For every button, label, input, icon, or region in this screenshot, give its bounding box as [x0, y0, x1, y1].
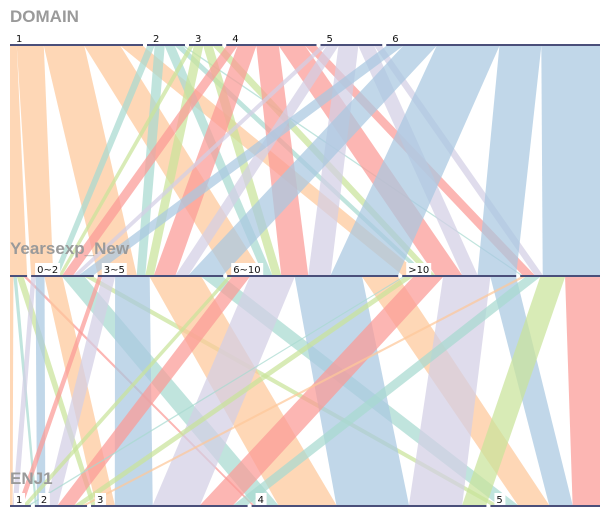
domain-category-label: 3 [195, 34, 201, 45]
domain-label-background [390, 32, 402, 44]
domain-category-label: 4 [232, 34, 238, 45]
axis-title-enj1: ENJ1 [10, 469, 53, 488]
enj1-category-label: 5 [496, 495, 502, 506]
yearsexp-category-label: 0~2 [37, 265, 58, 276]
yearsexp-category-label: 3~5 [104, 265, 125, 276]
axis-title-domain: DOMAIN [10, 7, 79, 26]
years-enj-ribbon [200, 277, 444, 505]
domain-years-ribbon [477, 46, 542, 275]
domain-years-ribbon [58, 46, 194, 275]
enj1-label-background [38, 493, 50, 505]
years-enj-ribbon [28, 277, 405, 505]
yearsexp-label-background [406, 263, 432, 275]
domain-years-ribbon [16, 46, 54, 275]
domain-years-ribbon [10, 46, 28, 275]
domain-years-ribbon [175, 46, 339, 275]
years-enj-ribbon [114, 277, 153, 505]
years-enj-ribbon [233, 277, 541, 505]
yearsexp-category-label: >10 [408, 265, 429, 276]
enj1-label-background [255, 493, 267, 505]
yearsexp-label-background [231, 263, 264, 275]
domain-label-background [230, 32, 242, 44]
domain-years-ribbon [154, 46, 257, 275]
domain-label-background [324, 32, 336, 44]
domain-years-ribbon [62, 46, 238, 275]
domain-years-ribbon [79, 46, 404, 275]
years-enj-ribbon [23, 277, 232, 505]
enj1-label-background [95, 493, 107, 505]
enj1-label-background [14, 493, 25, 505]
yearsexp-label-background [35, 263, 61, 275]
enj1-category-label: 1 [16, 495, 22, 506]
years-enj-ribbon [565, 277, 600, 505]
domain-years-ribbon [188, 46, 437, 275]
years-enj-ribbon [45, 277, 116, 505]
years-enj-ribbon [490, 277, 573, 505]
domain-label-background [14, 32, 25, 44]
domain-years-ribbon [73, 46, 327, 275]
domain-years-ribbon [256, 46, 309, 275]
yearsexp-category-label: 6~10 [233, 265, 260, 276]
domain-category-label: 6 [392, 34, 398, 45]
axes-layer: 1 2 3 4 5 6 0~2 3~5 6~10 >10 1 2 3 4 5 [10, 32, 600, 507]
domain-label-background [151, 32, 162, 44]
enj1-category-label: 2 [41, 495, 47, 506]
years-enj-ribbon [152, 277, 295, 505]
years-enj-ribbon [74, 277, 413, 505]
years-enj-ribbon [57, 277, 250, 505]
years-enj-ribbon [82, 277, 526, 505]
domain-label-background [193, 32, 204, 44]
domain-category-label: 5 [327, 34, 333, 45]
years-enj-ribbon [408, 277, 491, 505]
years-enj-ribbon [17, 277, 103, 505]
years-enj-ribbon [10, 277, 14, 505]
domain-years-ribbon [330, 46, 500, 275]
yearsexp-label-background [101, 263, 127, 275]
ribbons-layer [10, 46, 600, 505]
domain-years-ribbon [541, 46, 600, 275]
axis-title-yearsexp: Yearsexp_New [10, 239, 130, 258]
domain-category-label: 2 [153, 34, 159, 45]
domain-years-ribbon [308, 46, 359, 275]
enj1-category-label: 4 [258, 495, 264, 506]
years-enj-ribbon [462, 277, 566, 505]
enj1-category-label: 3 [97, 495, 103, 506]
years-enj-ribbon [12, 277, 36, 505]
enj1-label-background [494, 493, 506, 505]
domain-years-ribbon [53, 46, 155, 275]
domain-category-label: 1 [16, 34, 22, 45]
